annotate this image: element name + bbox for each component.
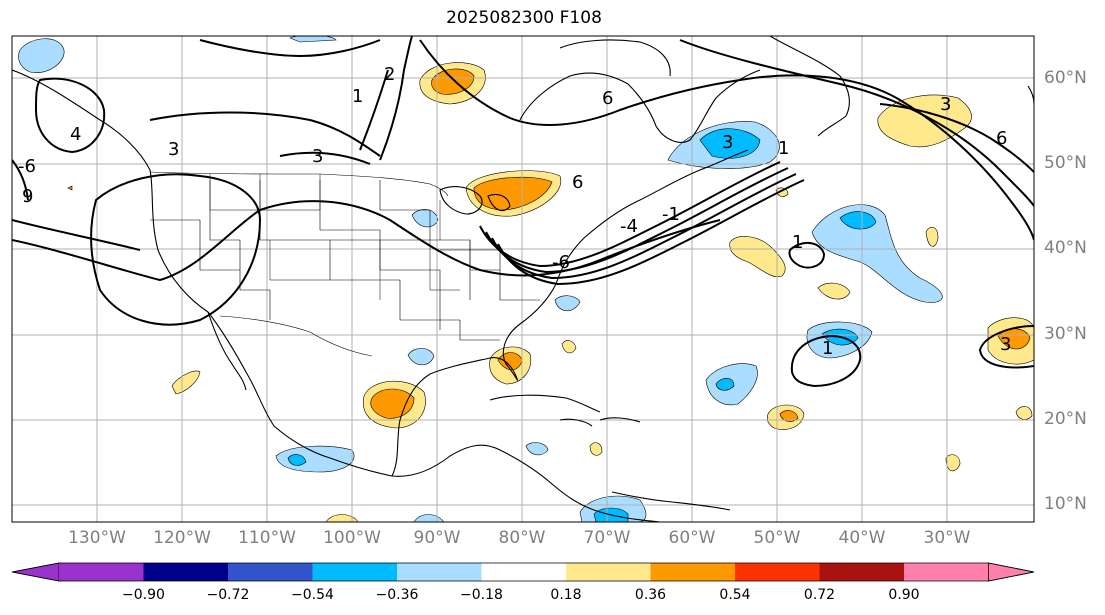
lon-label: 50°W <box>753 528 801 548</box>
colorbar-cell <box>143 563 228 581</box>
lon-label: 30°W <box>923 528 971 548</box>
colorbar-cell <box>650 563 735 581</box>
colorbar-tick-label: 0.18 <box>550 587 582 603</box>
contour-label: 6 <box>602 88 613 109</box>
contour-label: 6 <box>572 172 583 193</box>
colorbar-cell <box>481 563 566 581</box>
colorbar-tick-label: −0.72 <box>206 587 250 603</box>
lon-label: 90°W <box>413 528 461 548</box>
contour-label: 2 <box>384 64 395 85</box>
colorbar-cell <box>735 563 820 581</box>
colorbar-tick-label: −0.54 <box>291 587 334 603</box>
colorbar-tick-label: −0.90 <box>122 587 165 603</box>
colorbar-tick-label: −0.18 <box>460 587 503 603</box>
contour-label: 3 <box>940 94 951 115</box>
lat-label: 30°N <box>1044 324 1087 344</box>
contour-label: 3 <box>168 139 179 160</box>
lon-label: 40°W <box>838 528 886 548</box>
lon-label: 100°W <box>323 528 381 548</box>
map-title: 2025082300 F108 <box>446 8 602 28</box>
contour-label: 1 <box>352 86 363 107</box>
colorbar-cell <box>228 563 313 581</box>
colorbar-tick-label: 0.36 <box>634 587 667 603</box>
contour-label: 6 <box>996 128 1007 149</box>
colorbar-outline <box>11 562 1035 582</box>
contour-labels: 3 3 3 6 9 2 1 3 6 1 1 3 1 4 -6 6 -1 -4 -… <box>18 64 1011 359</box>
colorbar-min-arrow <box>11 562 60 582</box>
colorbar-tick-label: −0.36 <box>375 587 419 603</box>
contour-label: -6 <box>18 156 36 177</box>
colorbar-cell <box>59 563 144 581</box>
lon-label: 70°W <box>583 528 631 548</box>
lon-label: 120°W <box>153 528 211 548</box>
contour-label: 1 <box>778 138 789 159</box>
graticule <box>12 36 1034 522</box>
colorbar <box>11 562 1035 582</box>
colorbar-cell <box>566 563 651 581</box>
lon-label: 130°W <box>68 528 126 548</box>
contour-label: 1 <box>792 232 803 253</box>
colorbar-cell <box>904 563 989 581</box>
lon-label: 80°W <box>498 528 546 548</box>
lat-label: 50°N <box>1044 153 1087 173</box>
state-borders <box>209 174 500 300</box>
contour-label: 3 <box>312 146 323 167</box>
lat-label: 10°N <box>1044 494 1087 514</box>
contour-label: 1 <box>822 338 833 359</box>
height-contours <box>12 36 1034 388</box>
map-frame <box>11 35 1035 523</box>
positive-anomaly-regions <box>67 62 1034 522</box>
colorbar-cell <box>312 563 397 581</box>
lon-label: 60°W <box>668 528 716 548</box>
colorbar-cell <box>819 563 904 581</box>
lat-label: 20°N <box>1044 409 1087 429</box>
lat-label: 60°N <box>1044 68 1087 88</box>
contour-label: -4 <box>620 216 638 237</box>
coastlines <box>12 36 1034 522</box>
colorbar-cell <box>397 563 482 581</box>
contour-label: 9 <box>22 186 33 207</box>
lat-label: 40°N <box>1044 238 1087 258</box>
contour-label: 3 <box>722 132 733 153</box>
colorbar-tick-label: 0.90 <box>888 587 920 603</box>
colorbar-max-arrow <box>988 562 1035 582</box>
colorbar-tick-label: 0.72 <box>803 587 836 603</box>
contour-label: 3 <box>1000 334 1011 355</box>
lon-label: 110°W <box>238 528 296 548</box>
contour-label: -6 <box>552 252 570 273</box>
colorbar-tick-label: 0.54 <box>719 587 751 603</box>
contour-label: 4 <box>70 124 81 145</box>
contour-label: -1 <box>662 204 680 225</box>
